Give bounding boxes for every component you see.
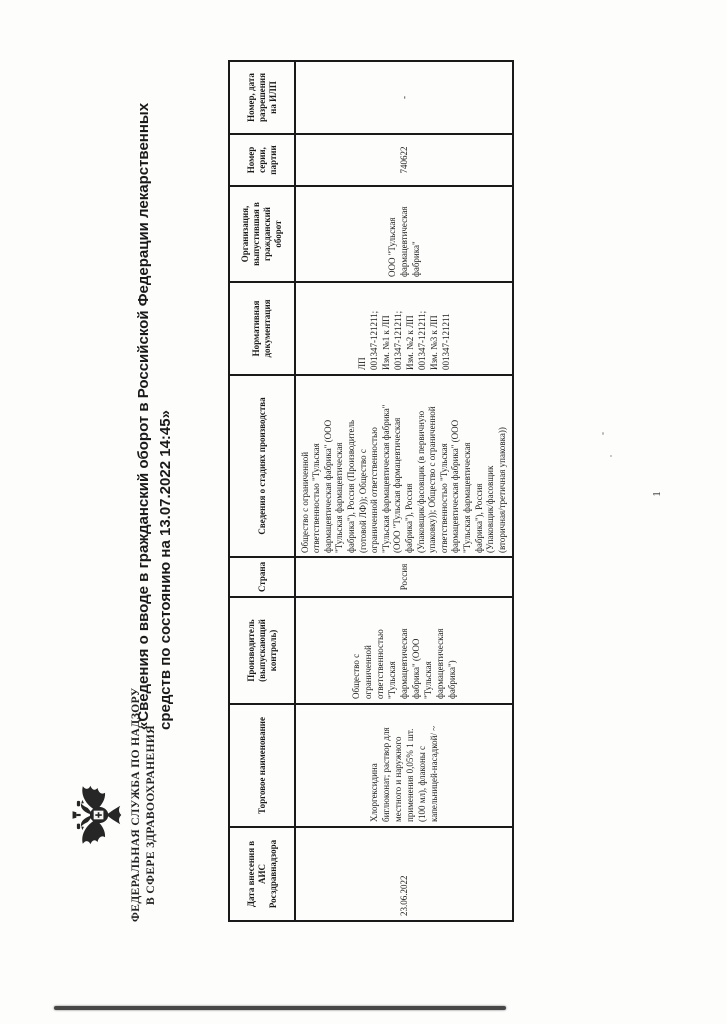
scan-edge-artifact xyxy=(54,1006,506,1010)
header-normative-docs: Нормативная документация xyxy=(229,282,295,375)
document-title: «Сведения о вводе в гражданский оборот в… xyxy=(133,30,177,730)
document-title-line1: «Сведения о вводе в гражданский оборот в… xyxy=(135,102,152,730)
cell-country: Россия xyxy=(295,557,513,597)
table-header-row: Дата внесения в АИС Росздравнадзора Торг… xyxy=(229,61,295,921)
page-number: 1 xyxy=(652,491,663,497)
header-country: Страна xyxy=(229,557,295,597)
agency-name-line1: ФЕДЕРАЛЬНАЯ СЛУЖБА ПО НАДЗОРУ xyxy=(130,687,142,922)
header-trade-name: Торговое наименование xyxy=(229,704,295,827)
header-releasing-org: Организация, выпустившая в гражданский о… xyxy=(229,186,295,282)
header-ilp-permit: Номер, дата разрешения на ИЛП xyxy=(229,61,295,134)
scan-speck xyxy=(610,455,612,457)
agency-name-line2: В СФЕРЕ ЗДРАВООХРАНЕНИЯ xyxy=(145,725,157,905)
scan-speck xyxy=(602,432,604,435)
table-row: 23.06.2022 Хлоргексидина биглюконат; рас… xyxy=(295,61,513,921)
document-title-line2: средств по состоянию на 13.07.2022 14:45… xyxy=(157,410,174,730)
medicines-circulation-table: Дата внесения в АИС Росздравнадзора Торг… xyxy=(228,60,514,922)
cell-series-number: 740622 xyxy=(295,134,513,186)
header-series-number: Номер серии, партии xyxy=(229,134,295,186)
agency-header: ФЕДЕРАЛЬНАЯ СЛУЖБА ПО НАДЗОРУ В СФЕРЕ ЗД… xyxy=(72,687,159,922)
header-manufacturer: Производитель (выпускающий контроль) xyxy=(229,597,295,704)
header-date-entered: Дата внесения в АИС Росздравнадзора xyxy=(229,827,295,921)
cell-manufacturer: Общество с ограниченной ответственностью… xyxy=(295,597,513,704)
cell-normative-docs: ЛП 001347-121211; Изм. №1 к ЛП 001347-12… xyxy=(295,282,513,375)
cell-ilp-permit: - xyxy=(295,61,513,134)
cell-trade-name: Хлоргексидина биглюконат; раствор для ме… xyxy=(295,704,513,827)
double-headed-eagle-emblem-icon xyxy=(72,785,122,845)
cell-date-entered: 23.06.2022 xyxy=(295,827,513,921)
header-production-stages: Сведения о стадиях производства xyxy=(229,375,295,557)
cell-production-stages: Общество с ограниченной ответственностью… xyxy=(295,375,513,557)
cell-releasing-org: ООО "Тульская фармацевтическая фабрика" xyxy=(295,186,513,282)
